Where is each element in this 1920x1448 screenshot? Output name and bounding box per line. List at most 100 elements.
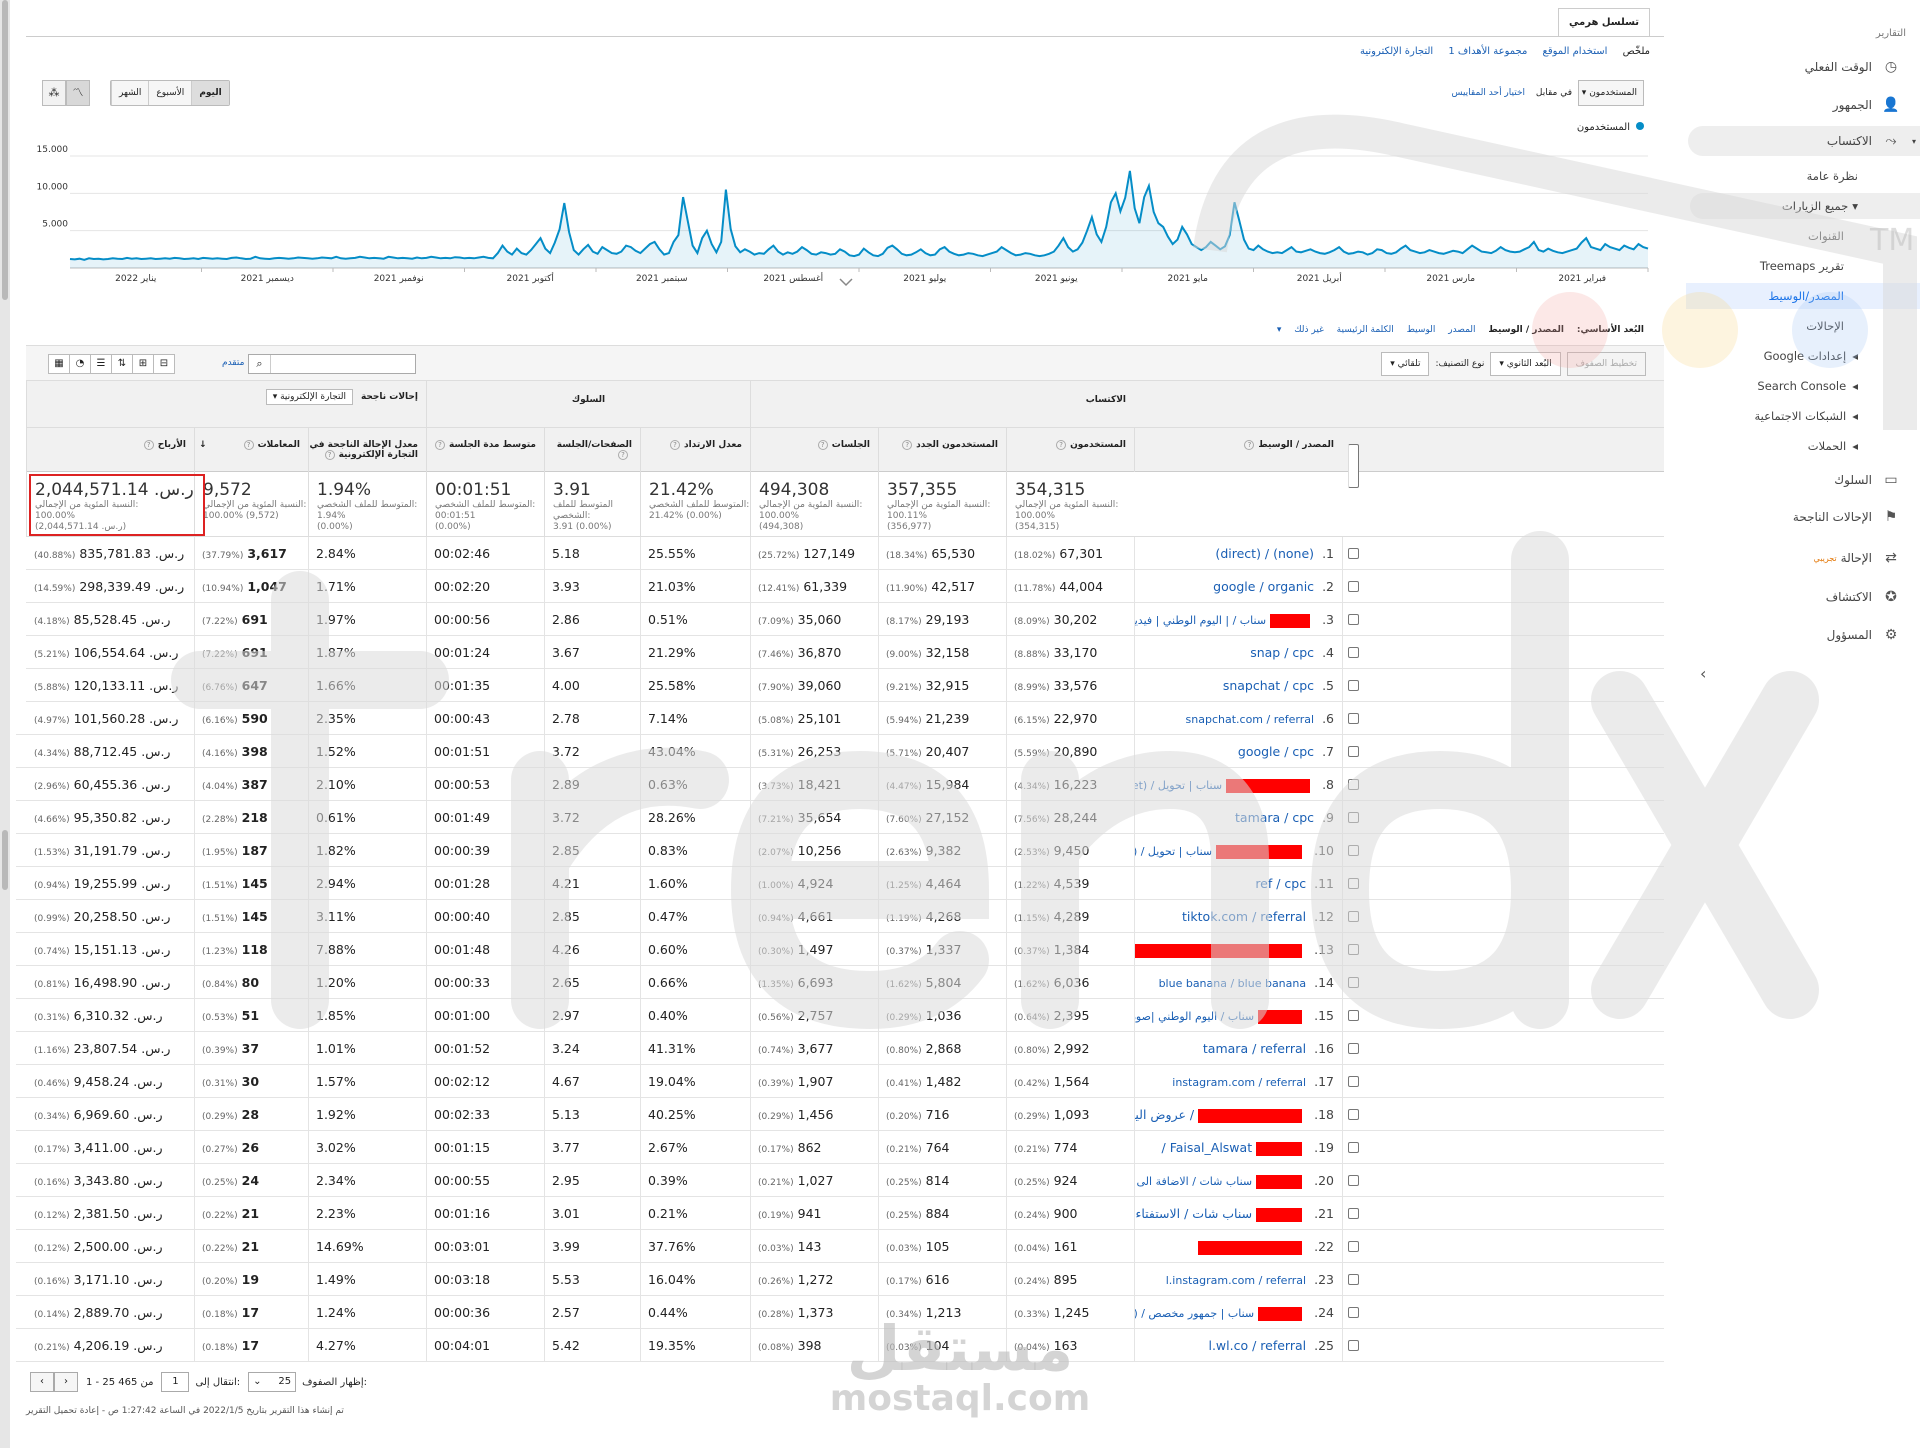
- row-checkbox[interactable]: [1348, 680, 1359, 691]
- table-row[interactable]: (40.88%) ر.س. 835,781.83 (37.79%) 3,617 2.84…: [26, 537, 1664, 570]
- table-row[interactable]: (0.46%) ر.س. 9,458.24 (0.31%) 30 1.57% 00:02:…: [16, 1065, 1664, 1098]
- table-row[interactable]: (0.99%) ر.س. 20,258.50 (1.51%) 145 3.11% 00:0…: [16, 900, 1664, 933]
- row-checkbox[interactable]: [1348, 779, 1359, 790]
- day-button[interactable]: اليوم: [191, 81, 229, 105]
- tab-hierarchy[interactable]: تسلسل هرمي: [1557, 8, 1650, 36]
- left-scrollbar[interactable]: [0, 0, 10, 1448]
- metric-dropdown[interactable]: المستخدمون ▾: [1578, 80, 1644, 106]
- source-medium-link[interactable]: سناب | تحويل / (not set): [1134, 779, 1223, 792]
- source-medium-link[interactable]: سناب | تحويل / (not set): [1134, 845, 1213, 858]
- source-medium-link[interactable]: سناب / | اليوم الوطني | فيديو: [1134, 614, 1267, 627]
- source-medium-link[interactable]: snapchat.com / referral: [1185, 713, 1315, 726]
- conversion-type-dropdown[interactable]: التجارة الإلكترونية ▾: [265, 389, 353, 405]
- nav-source-medium[interactable]: المصدر/الوسيط: [1686, 283, 1920, 309]
- table-row[interactable]: (0.12%) ر.س. 2,381.50 (0.22%) 21 2.23% 00:01:…: [16, 1197, 1664, 1230]
- nav-campaigns[interactable]: ◂ الحملات: [1678, 433, 1920, 459]
- column-header-users[interactable]: المستخدمون?: [1006, 428, 1134, 472]
- scroll-thumb-lower[interactable]: [2, 830, 8, 890]
- table-row[interactable]: (4.97%) ر.س. 101,560.28 (6.16%) 590 2.35% 00:…: [16, 702, 1664, 735]
- row-checkbox[interactable]: [1348, 1307, 1359, 1318]
- table-row[interactable]: (0.81%) ر.س. 16,498.90 (0.84%) 80 1.20% 00:00…: [16, 966, 1664, 999]
- table-row[interactable]: (1.53%) ر.س. 31,191.79 (1.95%) 187 1.82% 00:0…: [16, 834, 1664, 867]
- row-checkbox[interactable]: [1348, 812, 1359, 823]
- dim-other[interactable]: غير ذلك ▾: [1276, 325, 1324, 335]
- sort-type-dropdown[interactable]: تلقائي ▾: [1381, 352, 1430, 376]
- source-medium-link[interactable]: سناب شات / الاستفتاء: [1135, 1206, 1253, 1221]
- table-row[interactable]: (0.31%) ر.س. 6,310.32 (0.53%) 51 1.85% 00:01:…: [16, 999, 1664, 1032]
- column-header-revenue[interactable]: الأرباح?: [26, 428, 194, 472]
- help-icon[interactable]: ?: [324, 450, 335, 460]
- row-checkbox[interactable]: [1348, 911, 1359, 922]
- help-icon[interactable]: ?: [618, 450, 628, 460]
- nav-conversions[interactable]: ⚑ الإحالات الناجحة: [1678, 502, 1920, 532]
- table-row[interactable]: (2.96%) ر.س. 60,455.36 (4.04%) 387 2.10% 00:0…: [16, 768, 1664, 801]
- table-row[interactable]: (4.34%) ر.س. 88,712.45 (4.16%) 398 1.52% 00:0…: [16, 735, 1664, 768]
- column-header-new-users[interactable]: المستخدمون الجدد?: [878, 428, 1006, 472]
- term-cloud-icon[interactable]: ⊞: [132, 354, 154, 374]
- table-row[interactable]: (14.59%) ر.س. 298,339.49 (10.94%) 1,047 1.71…: [26, 570, 1664, 603]
- goto-input[interactable]: 1: [161, 1372, 190, 1392]
- nav-behavior[interactable]: ▭ السلوك: [1678, 465, 1920, 495]
- source-medium-link[interactable]: snapchat / cpc: [1222, 678, 1315, 693]
- pie-view-icon[interactable]: ◔: [69, 354, 91, 374]
- table-row[interactable]: (0.21%) ر.س. 4,206.19 (0.18%) 17 4.27% 00:04:…: [16, 1329, 1664, 1362]
- source-medium-link[interactable]: ref / cpc: [1255, 876, 1307, 891]
- select-all-checkbox[interactable]: [1348, 444, 1359, 488]
- row-checkbox[interactable]: [1348, 977, 1359, 988]
- source-medium-link[interactable]: snap / cpc: [1250, 645, 1315, 660]
- tab-goal-set-1[interactable]: مجموعة الأهداف 1: [1448, 46, 1528, 57]
- row-checkbox[interactable]: [1348, 1010, 1359, 1021]
- source-medium-link[interactable]: سناب شات / الاضافة الى السلة: [1134, 1175, 1253, 1188]
- report-generated-text[interactable]: تم إنشاء هذا التقرير بتاريخ 2022/1/5 في …: [26, 1406, 344, 1416]
- row-checkbox[interactable]: [1348, 581, 1359, 592]
- table-row[interactable]: (0.34%) ر.س. 6,969.60 (0.29%) 28 1.92% 00:02:…: [16, 1098, 1664, 1131]
- row-checkbox[interactable]: [1348, 647, 1359, 658]
- row-checkbox[interactable]: [1348, 1076, 1359, 1087]
- line-chart-icon[interactable]: 〽: [66, 80, 90, 106]
- table-view-icon[interactable]: ▦: [48, 354, 70, 374]
- row-checkbox[interactable]: [1348, 944, 1359, 955]
- row-checkbox[interactable]: [1348, 548, 1359, 559]
- table-row[interactable]: (5.88%) ر.س. 120,133.11 (6.76%) 647 1.66% 00:…: [26, 669, 1664, 702]
- column-header-pages[interactable]: الصفحات/الجلسة?: [544, 428, 640, 472]
- source-medium-link[interactable]: tiktok.com / referral: [1182, 909, 1307, 924]
- week-button[interactable]: الأسبوع: [148, 81, 192, 105]
- dim-source[interactable]: المصدر: [1448, 325, 1476, 335]
- table-row[interactable]: (1.16%) ر.س. 23,807.54 (0.39%) 37 1.01% 00:01…: [16, 1032, 1664, 1065]
- prev-page-button[interactable]: ‹: [30, 1372, 54, 1392]
- tab-site-usage[interactable]: استخدام الموقع: [1542, 46, 1608, 57]
- table-row[interactable]: (5.21%) ر.س. 106,554.64 (7.22%) 691 1.87% 00:…: [26, 636, 1664, 669]
- table-row[interactable]: (0.17%) ر.س. 3,411.00 (0.27%) 26 3.02% 00:01:…: [16, 1131, 1664, 1164]
- performance-view-icon[interactable]: ☰: [90, 354, 112, 374]
- nav-attribution[interactable]: ⇄ الإحالة تجريبي: [1678, 543, 1920, 573]
- row-checkbox[interactable]: [1348, 1043, 1359, 1054]
- nav-referrals[interactable]: الإحالات: [1806, 319, 1844, 333]
- source-medium-link[interactable]: tamara / cpc: [1235, 810, 1315, 825]
- table-row[interactable]: (4.66%) ر.س. 95,350.82 (2.28%) 218 0.61% 00:0…: [16, 801, 1664, 834]
- row-checkbox[interactable]: [1348, 746, 1359, 757]
- tab-ecommerce[interactable]: التجارة الإلكترونية: [1360, 46, 1434, 57]
- motion-chart-icon[interactable]: ⁂: [42, 80, 66, 106]
- source-medium-link[interactable]: Faisal_Alswat /: [1161, 1140, 1253, 1155]
- column-header-bounce[interactable]: معدل الارتداد?: [640, 428, 750, 472]
- source-medium-link[interactable]: l.wl.co / referral: [1208, 1338, 1307, 1353]
- rows-per-page-select[interactable]: ⌄ 25: [248, 1372, 297, 1392]
- source-medium-link[interactable]: blue banana / blue banana: [1158, 977, 1307, 990]
- source-medium-link[interactable]: (none) / (direct): [1215, 546, 1315, 561]
- row-checkbox[interactable]: [1348, 1175, 1359, 1186]
- advanced-filter-link[interactable]: متقدم: [222, 358, 245, 368]
- nav-acquisition[interactable]: ⤳ الاكتساب ▾: [1688, 126, 1920, 156]
- help-icon[interactable]: ?: [435, 440, 446, 450]
- nav-social[interactable]: ◂ الشبكات الاجتماعية: [1678, 403, 1920, 429]
- nav-all-traffic[interactable]: ▾ جميع الزيارات: [1690, 193, 1920, 219]
- source-medium-link[interactable]: tamara / referral: [1202, 1041, 1307, 1056]
- help-icon[interactable]: ?: [243, 440, 254, 450]
- pivot-view-icon[interactable]: ⊟: [153, 354, 175, 374]
- help-icon[interactable]: ?: [902, 440, 913, 450]
- row-checkbox[interactable]: [1348, 1109, 1359, 1120]
- dim-medium[interactable]: الوسيط: [1406, 325, 1436, 335]
- nav-search-console[interactable]: ◂ Search Console: [1678, 373, 1920, 399]
- column-header-source[interactable]: المصدر / الوسيط?: [1134, 428, 1342, 472]
- help-icon[interactable]: ?: [1244, 440, 1255, 450]
- nav-audience[interactable]: 👤 الجمهور: [1678, 90, 1920, 120]
